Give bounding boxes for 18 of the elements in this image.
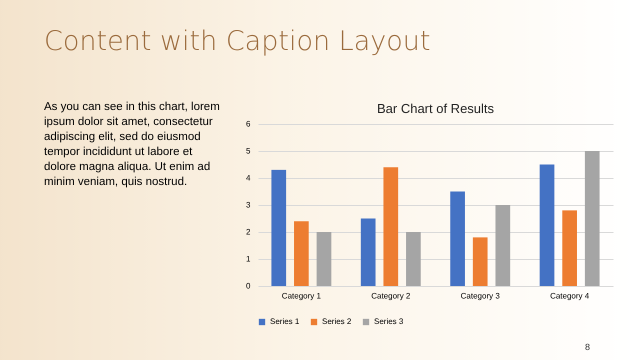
x-tick-label: Category 3 [460, 292, 500, 300]
legend-label: Series 2 [322, 317, 352, 326]
x-tick-label: Category 2 [371, 292, 411, 300]
legend-label: Series 1 [270, 317, 300, 326]
text: Content with Caption Layout [44, 26, 430, 57]
y-tick-label: 1 [246, 254, 252, 264]
y-tick-label: 2 [246, 228, 252, 236]
y-tick-label: 3 [246, 200, 252, 210]
y-tick-label: 5 [246, 146, 252, 156]
x-tick-label: Category 4 [550, 292, 590, 300]
y-tick-label: 4 [246, 174, 252, 182]
text: As you can see in this chart, lorem ipsum dolor sit amet, consectetur adipiscing elit, sed do eiusmod tempor incididunt ut labore et dolore magna aliqua. Ut enim ad minim veniam, quis nostrud. [44, 100, 221, 190]
y-tick-label: 0 [246, 282, 252, 290]
chart-title: Bar Chart of Results [376, 101, 495, 116]
legend-label: Series 3 [374, 317, 404, 326]
text: 8 [585, 342, 590, 352]
y-tick-label: 6 [246, 120, 252, 128]
x-tick-label: Category 1 [282, 292, 322, 300]
